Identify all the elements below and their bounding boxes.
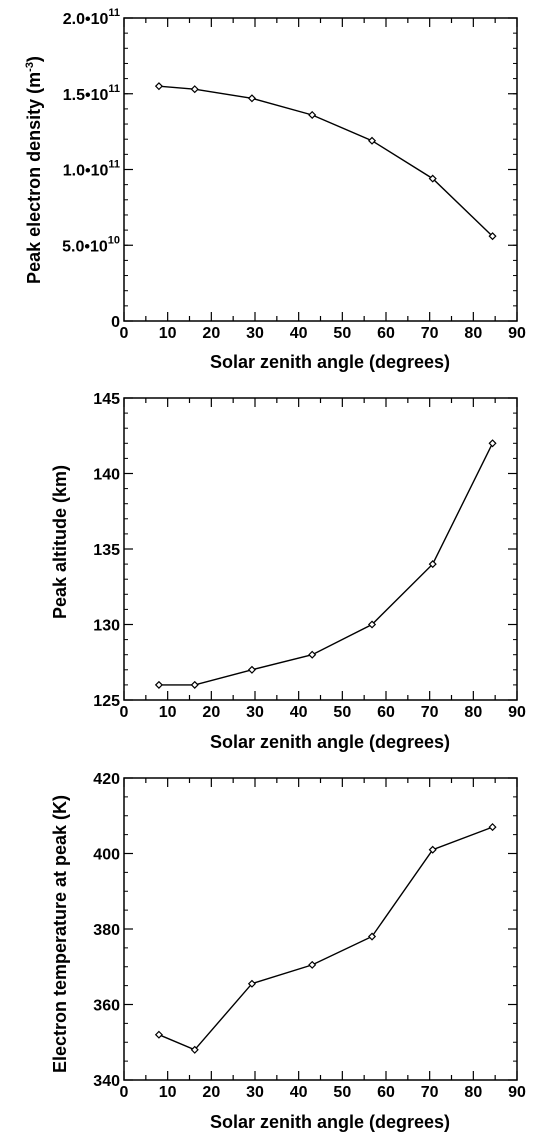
x-axis-title: Solar zenith angle (degrees) (210, 732, 450, 752)
plot-frame (124, 778, 517, 1080)
x-tick-label: 30 (246, 325, 264, 342)
x-tick-label: 30 (246, 704, 264, 721)
x-tick-label: 20 (202, 1084, 220, 1101)
x-tick-label: 40 (290, 1084, 308, 1101)
x-tick-label: 50 (333, 1084, 351, 1101)
x-tick-label: 60 (377, 325, 395, 342)
y-axis-title: Electron temperature at peak (K) (50, 795, 70, 1073)
y-axis-title: Peak electron density (m-3) (24, 56, 44, 284)
y-tick-label: 400 (93, 847, 120, 864)
y-tick-label: 2.0•1011 (63, 7, 120, 28)
x-tick-label: 10 (159, 325, 177, 342)
data-point-marker (249, 667, 255, 673)
data-point-marker (156, 682, 162, 688)
series-line (159, 827, 493, 1050)
x-tick-label: 70 (421, 1084, 439, 1101)
x-tick-label: 30 (246, 1084, 264, 1101)
data-point-marker (249, 95, 255, 101)
panel-peak-altitude: Peak altitude (km) Solar zenith angle (d… (50, 391, 526, 752)
x-tick-label: 50 (333, 325, 351, 342)
y-tick-label: 1.5•1011 (63, 83, 120, 104)
x-tick-label: 0 (120, 1084, 129, 1101)
x-tick-label: 90 (508, 704, 526, 721)
panel-electron-temperature: Electron temperature at peak (K) Solar z… (50, 771, 526, 1132)
data-point-marker (309, 652, 315, 658)
x-tick-label: 20 (202, 704, 220, 721)
data-point-marker (156, 83, 162, 89)
x-tick-label: 0 (120, 704, 129, 721)
y-tick-label: 340 (93, 1073, 120, 1090)
x-tick-label: 90 (508, 1084, 526, 1101)
x-tick-label: 70 (421, 325, 439, 342)
x-tick-label: 90 (508, 325, 526, 342)
data-point-marker (156, 1032, 162, 1038)
data-point-marker (309, 962, 315, 968)
x-tick-label: 20 (202, 325, 220, 342)
plot-frame (124, 398, 517, 700)
x-tick-label: 0 (120, 325, 129, 342)
y-tick-label: 125 (93, 693, 120, 710)
x-tick-label: 10 (159, 1084, 177, 1101)
series-line (159, 443, 493, 685)
panel-peak-electron-density: Peak electron density (m-3) Solar zenith… (24, 7, 526, 372)
y-tick-label: 360 (93, 998, 120, 1015)
y-tick-label: 130 (93, 618, 120, 635)
x-tick-label: 10 (159, 704, 177, 721)
series-line (159, 86, 493, 236)
data-point-marker (369, 138, 375, 144)
y-tick-label: 140 (93, 467, 120, 484)
y-tick-label: 420 (93, 771, 120, 788)
data-point-marker (489, 440, 495, 446)
y-tick-label: 135 (93, 542, 120, 559)
y-tick-label: 145 (93, 391, 120, 408)
x-tick-label: 80 (464, 704, 482, 721)
x-tick-label: 40 (290, 704, 308, 721)
y-tick-label: 1.0•1011 (63, 159, 120, 180)
x-tick-label: 60 (377, 704, 395, 721)
x-tick-label: 50 (333, 704, 351, 721)
data-point-marker (489, 824, 495, 830)
x-tick-label: 40 (290, 325, 308, 342)
data-point-marker (309, 112, 315, 118)
x-tick-label: 70 (421, 704, 439, 721)
x-tick-label: 80 (464, 1084, 482, 1101)
y-tick-label: 380 (93, 922, 120, 939)
x-axis-title: Solar zenith angle (degrees) (210, 1112, 450, 1132)
x-tick-label: 60 (377, 1084, 395, 1101)
x-tick-label: 80 (464, 325, 482, 342)
x-axis-title: Solar zenith angle (degrees) (210, 352, 450, 372)
data-point-marker (192, 86, 198, 92)
plot-frame (124, 18, 517, 321)
y-tick-label: 5.0•1010 (62, 234, 120, 255)
y-axis-title: Peak altitude (km) (50, 465, 70, 619)
data-point-marker (192, 682, 198, 688)
